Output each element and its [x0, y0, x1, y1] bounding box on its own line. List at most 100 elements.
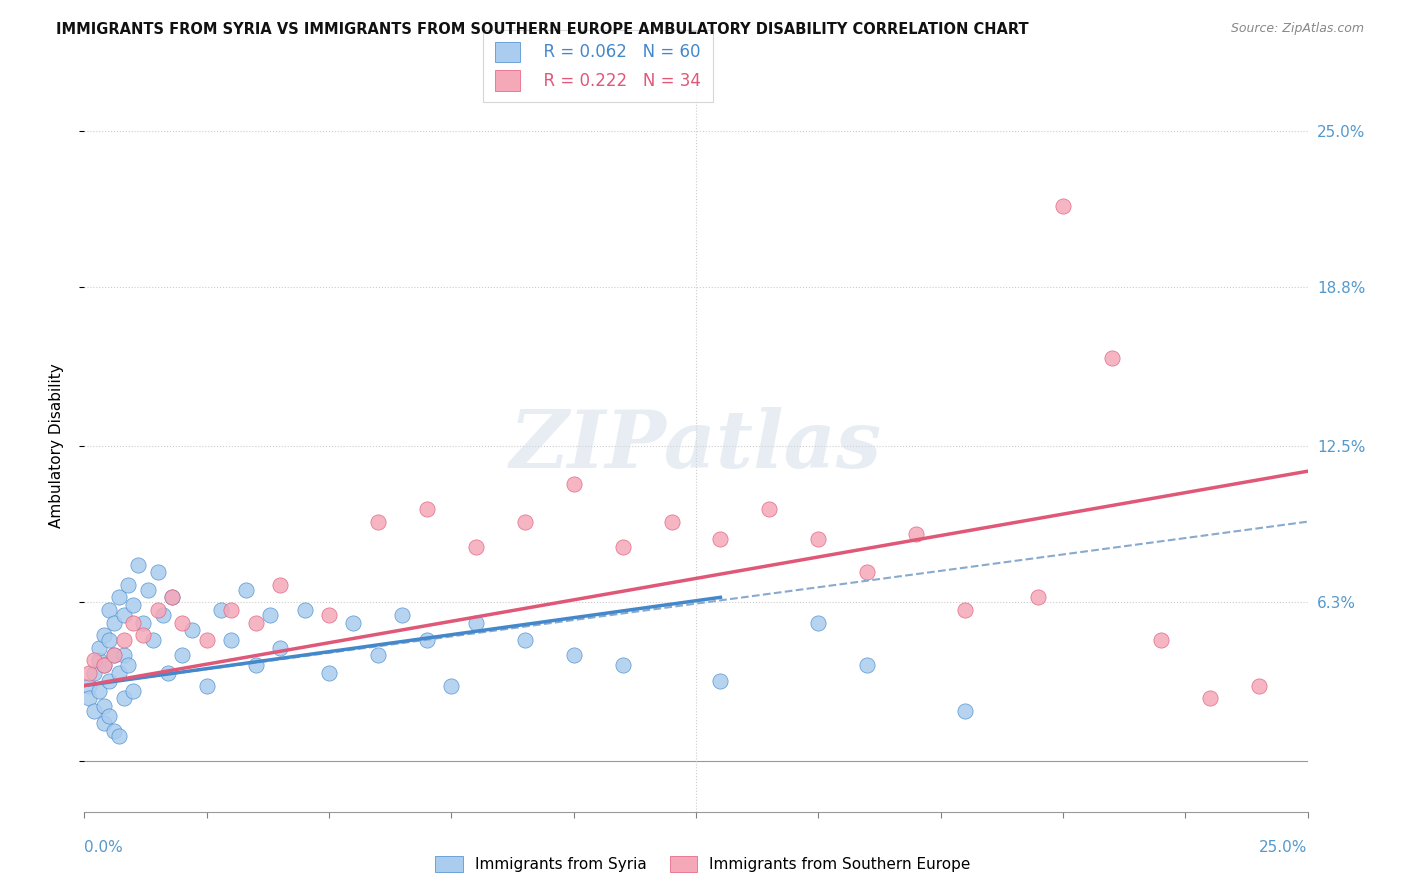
Point — [807, 533, 830, 547]
Point — [83, 704, 105, 718]
Point — [1150, 633, 1173, 648]
Point — [612, 540, 634, 554]
Point — [142, 633, 165, 648]
Point — [107, 729, 129, 743]
Point — [103, 724, 125, 739]
Point — [245, 615, 267, 630]
Point — [391, 607, 413, 622]
Point — [219, 603, 242, 617]
Point — [1028, 591, 1050, 605]
Point — [136, 582, 159, 597]
Point — [195, 679, 218, 693]
Point — [1052, 199, 1074, 213]
Point — [87, 653, 110, 667]
Point — [318, 665, 340, 680]
Point — [122, 598, 145, 612]
Point — [294, 603, 316, 617]
Point — [156, 665, 179, 680]
Point — [209, 603, 232, 617]
Point — [953, 603, 976, 617]
Point — [103, 648, 125, 663]
Point — [87, 683, 110, 698]
Point — [172, 648, 194, 663]
Point — [953, 704, 976, 718]
Point — [269, 640, 291, 655]
Point — [97, 709, 120, 723]
Point — [464, 540, 486, 554]
Legend: Immigrants from Syria, Immigrants from Southern Europe: Immigrants from Syria, Immigrants from S… — [427, 848, 979, 880]
Point — [367, 515, 389, 529]
Point — [807, 615, 830, 630]
Point — [342, 615, 364, 630]
Point — [112, 633, 135, 648]
Point — [97, 603, 120, 617]
Point — [97, 673, 120, 688]
Point — [93, 658, 115, 673]
Point — [122, 683, 145, 698]
Point — [219, 633, 242, 648]
Point — [464, 615, 486, 630]
Point — [93, 628, 115, 642]
Point — [103, 615, 125, 630]
Point — [112, 607, 135, 622]
Point — [93, 658, 115, 673]
Point — [318, 607, 340, 622]
Point — [245, 658, 267, 673]
Point — [132, 615, 155, 630]
Point — [172, 615, 194, 630]
Point — [440, 679, 463, 693]
Text: IMMIGRANTS FROM SYRIA VS IMMIGRANTS FROM SOUTHERN EUROPE AMBULATORY DISABILITY C: IMMIGRANTS FROM SYRIA VS IMMIGRANTS FROM… — [56, 22, 1029, 37]
Point — [152, 607, 174, 622]
Point — [127, 558, 149, 572]
Point — [181, 623, 204, 637]
Point — [103, 648, 125, 663]
Point — [87, 640, 110, 655]
Point — [661, 515, 683, 529]
Point — [1101, 351, 1123, 365]
Point — [112, 648, 135, 663]
Point — [513, 633, 536, 648]
Point — [77, 691, 100, 706]
Point — [562, 476, 585, 491]
Point — [77, 679, 100, 693]
Y-axis label: Ambulatory Disability: Ambulatory Disability — [49, 364, 63, 528]
Point — [235, 582, 257, 597]
Point — [93, 716, 115, 731]
Point — [117, 578, 139, 592]
Point — [83, 653, 105, 667]
Point — [709, 533, 731, 547]
Point — [856, 658, 879, 673]
Point — [709, 673, 731, 688]
Text: ZIPatlas: ZIPatlas — [510, 408, 882, 484]
Point — [122, 615, 145, 630]
Point — [117, 658, 139, 673]
Point — [758, 502, 780, 516]
Point — [1247, 679, 1270, 693]
Point — [513, 515, 536, 529]
Point — [107, 665, 129, 680]
Point — [146, 565, 169, 579]
Point — [1198, 691, 1220, 706]
Point — [367, 648, 389, 663]
Point — [146, 603, 169, 617]
Point — [195, 633, 218, 648]
Point — [93, 698, 115, 713]
Point — [269, 578, 291, 592]
Point — [112, 691, 135, 706]
Point — [77, 665, 100, 680]
Text: 25.0%: 25.0% — [1260, 839, 1308, 855]
Point — [107, 591, 129, 605]
Point — [416, 502, 439, 516]
Point — [856, 565, 879, 579]
Point — [562, 648, 585, 663]
Point — [162, 591, 184, 605]
Text: 0.0%: 0.0% — [84, 839, 124, 855]
Point — [905, 527, 928, 541]
Point — [97, 633, 120, 648]
Text: Source: ZipAtlas.com: Source: ZipAtlas.com — [1230, 22, 1364, 36]
Point — [612, 658, 634, 673]
Point — [416, 633, 439, 648]
Point — [162, 591, 184, 605]
Legend:   R = 0.062   N = 60,   R = 0.222   N = 34: R = 0.062 N = 60, R = 0.222 N = 34 — [484, 30, 713, 103]
Point — [132, 628, 155, 642]
